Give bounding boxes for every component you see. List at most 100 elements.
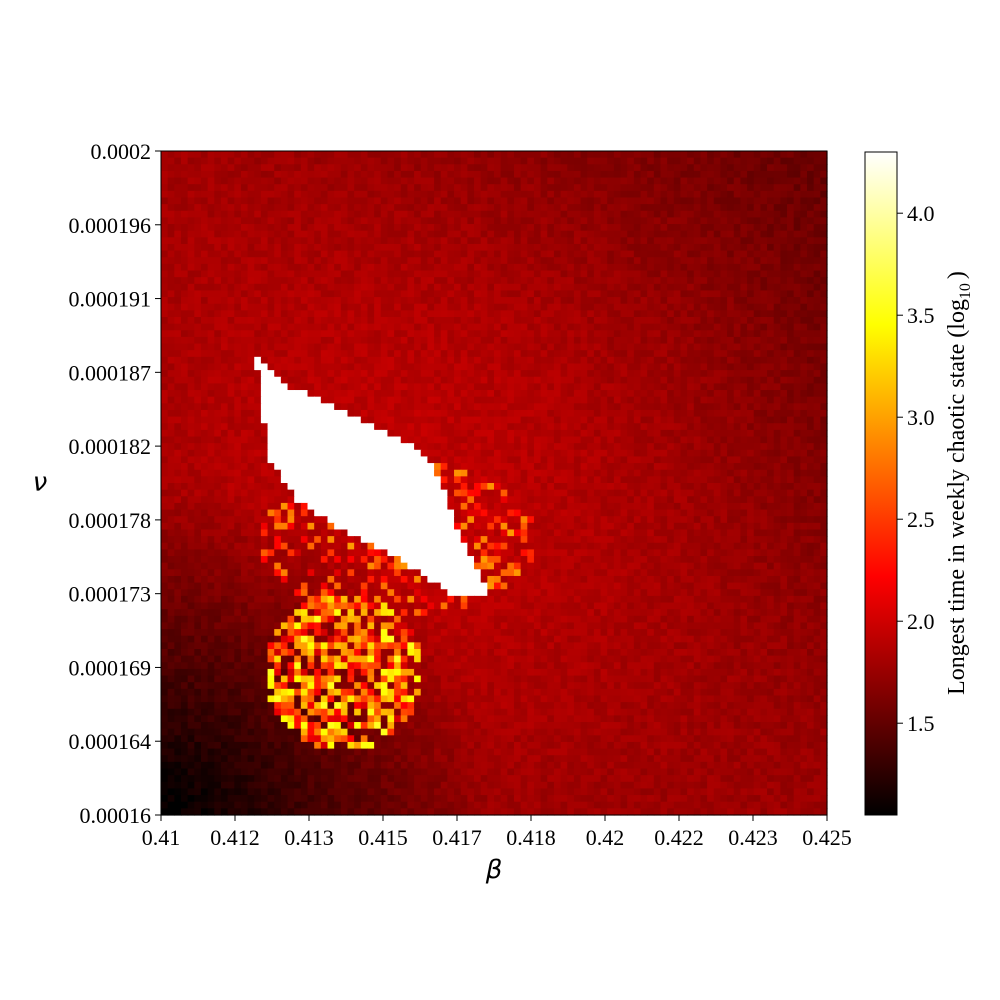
heatmap-cell xyxy=(573,164,582,172)
heatmap-cell xyxy=(447,449,455,458)
heatmap-cell xyxy=(494,390,502,398)
heatmap-cell xyxy=(494,356,502,365)
heatmap-cell xyxy=(713,270,722,278)
heatmap-cell xyxy=(560,383,568,391)
heatmap-cell xyxy=(540,310,548,318)
heatmap-cell xyxy=(414,356,422,365)
heatmap-cell xyxy=(647,224,655,232)
heatmap-cell xyxy=(374,257,382,265)
heatmap-cell xyxy=(260,416,269,424)
heatmap-cell xyxy=(340,336,349,345)
heatmap-cell xyxy=(494,210,502,218)
heatmap-cell xyxy=(487,390,495,398)
heatmap-cell xyxy=(214,217,222,225)
heatmap-cell xyxy=(300,263,309,272)
heatmap-cell xyxy=(707,323,715,331)
heatmap-cell xyxy=(247,403,255,411)
heatmap-cell xyxy=(407,230,415,238)
heatmap-cell xyxy=(740,363,748,371)
heatmap-cell xyxy=(267,217,275,225)
heatmap-cell xyxy=(447,476,455,484)
heatmap-cell xyxy=(740,476,748,484)
heatmap-cell xyxy=(234,277,242,285)
heatmap-cell xyxy=(234,449,242,458)
heatmap-cell xyxy=(767,270,775,278)
heatmap-cell xyxy=(813,283,821,292)
heatmap-cell xyxy=(480,237,488,245)
heatmap-cell xyxy=(254,184,262,192)
heatmap-cell xyxy=(180,476,189,484)
heatmap-cell xyxy=(560,224,568,232)
heatmap-cell xyxy=(560,323,568,331)
heatmap-cell xyxy=(733,429,742,438)
heatmap-cell xyxy=(753,423,761,431)
heatmap-cell xyxy=(720,449,728,458)
heatmap-cell xyxy=(700,217,708,225)
heatmap-cell xyxy=(447,469,455,477)
heatmap-cell xyxy=(760,290,768,298)
heatmap-cell xyxy=(320,277,329,285)
heatmap-cell xyxy=(780,443,788,451)
heatmap-cell xyxy=(747,257,755,265)
heatmap-cell xyxy=(440,449,448,458)
heatmap-cell xyxy=(214,197,222,205)
heatmap-cell xyxy=(587,277,595,285)
heatmap-cell xyxy=(454,217,462,225)
heatmap-cell xyxy=(327,376,335,384)
heatmap-cell xyxy=(280,350,289,358)
heatmap-cell xyxy=(793,263,801,272)
heatmap-cell xyxy=(707,423,715,431)
heatmap-cell xyxy=(394,363,402,371)
heatmap-cell xyxy=(374,463,382,471)
heatmap-cell xyxy=(800,476,808,484)
heatmap-cell xyxy=(787,204,795,212)
heatmap-cell xyxy=(174,283,182,292)
heatmap-cell xyxy=(307,243,315,252)
heatmap-cell xyxy=(267,409,275,418)
heatmap-cell xyxy=(507,210,515,218)
heatmap-cell xyxy=(227,323,235,331)
heatmap-cell xyxy=(440,184,448,192)
heatmap-cell xyxy=(600,343,608,351)
heatmap-cell xyxy=(294,230,302,238)
heatmap-cell xyxy=(633,317,642,325)
heatmap-cell xyxy=(560,151,568,159)
heatmap-cell xyxy=(560,343,568,351)
heatmap-cell xyxy=(507,436,515,444)
heatmap-cell xyxy=(227,297,235,305)
heatmap-cell xyxy=(267,336,275,345)
heatmap-cell xyxy=(454,429,462,438)
heatmap-cell xyxy=(374,164,382,172)
heatmap-cell xyxy=(547,383,555,391)
heatmap-cell xyxy=(673,476,682,484)
heatmap-cell xyxy=(494,443,502,451)
heatmap-cell xyxy=(180,336,189,345)
heatmap-cell xyxy=(307,456,315,464)
heatmap-cell xyxy=(820,423,828,431)
heatmap-cell xyxy=(767,224,775,232)
heatmap-cell xyxy=(207,456,215,464)
heatmap-cell xyxy=(547,310,555,318)
heatmap-cell xyxy=(174,184,182,192)
heatmap-cell xyxy=(700,290,708,298)
heatmap-cell xyxy=(753,323,761,331)
heatmap-cell xyxy=(587,416,595,424)
heatmap-cell xyxy=(174,210,182,218)
heatmap-cell xyxy=(780,224,788,232)
heatmap-cell xyxy=(387,157,395,165)
heatmap-cell xyxy=(320,177,329,185)
heatmap-cell xyxy=(700,243,708,252)
heatmap-cell xyxy=(280,469,289,477)
heatmap-cell xyxy=(174,257,182,265)
heatmap-cell xyxy=(707,177,715,185)
heatmap-cell xyxy=(667,297,675,305)
heatmap-cell xyxy=(334,396,342,404)
heatmap-cell xyxy=(660,383,668,391)
heatmap-cell xyxy=(314,197,322,205)
heatmap-cell xyxy=(227,250,235,258)
heatmap-cell xyxy=(767,230,775,238)
heatmap-cell xyxy=(593,190,602,199)
heatmap-cell xyxy=(387,303,395,311)
heatmap-cell xyxy=(367,237,375,245)
heatmap-cell xyxy=(420,383,428,391)
